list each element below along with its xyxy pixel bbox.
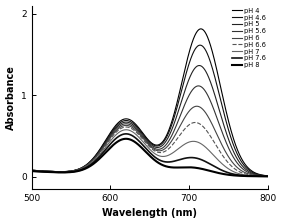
- X-axis label: Wavelength (nm): Wavelength (nm): [102, 209, 197, 218]
- Y-axis label: Absorbance: Absorbance: [6, 65, 16, 130]
- Legend: pH 4, pH 4.6, pH 5, pH 5.6, pH 6, pH 6.6, pH 7, pH 7.6, pH 8: pH 4, pH 4.6, pH 5, pH 5.6, pH 6, pH 6.6…: [232, 7, 267, 69]
